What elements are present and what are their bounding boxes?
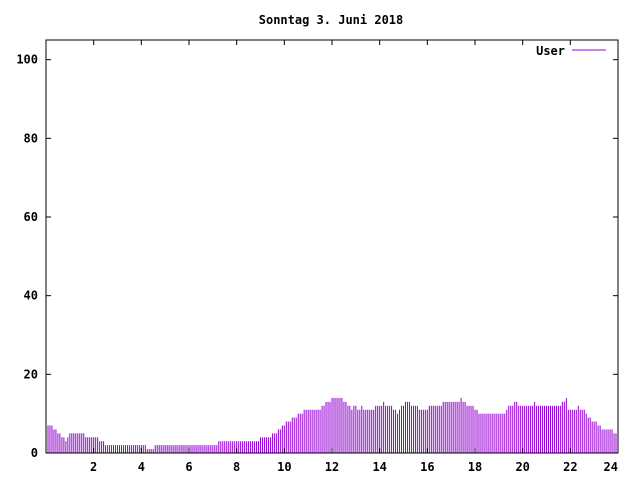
legend: User <box>536 44 606 58</box>
x-axis: 2 4 6 8 10 12 14 16 18 20 22 24 <box>90 40 619 474</box>
y-tick-label: 0 <box>31 446 38 460</box>
x-tick-label: 10 <box>277 460 291 474</box>
x-tick-label: 24 <box>604 460 618 474</box>
legend-label: User <box>536 44 565 58</box>
x-tick-label: 12 <box>325 460 339 474</box>
y-tick-label: 40 <box>24 289 38 303</box>
bar-group <box>45 397 619 453</box>
y-tick-label: 80 <box>24 131 38 145</box>
chart-title: Sonntag 3. Juni 2018 <box>259 13 404 27</box>
x-tick-label: 2 <box>90 460 97 474</box>
y-tick-label: 100 <box>16 53 38 67</box>
y-tick-label: 60 <box>24 210 38 224</box>
x-tick-label: 22 <box>563 460 577 474</box>
y-axis: 0 20 40 60 80 100 <box>16 53 618 460</box>
x-tick-label: 16 <box>420 460 434 474</box>
plot-border <box>45 39 619 454</box>
x-tick-label: 8 <box>233 460 240 474</box>
x-tick-label: 20 <box>515 460 529 474</box>
x-tick-label: 14 <box>372 460 386 474</box>
x-tick-label: 6 <box>185 460 192 474</box>
y-tick-label: 20 <box>24 367 38 381</box>
x-tick-label: 18 <box>468 460 482 474</box>
x-tick-label: 4 <box>138 460 145 474</box>
